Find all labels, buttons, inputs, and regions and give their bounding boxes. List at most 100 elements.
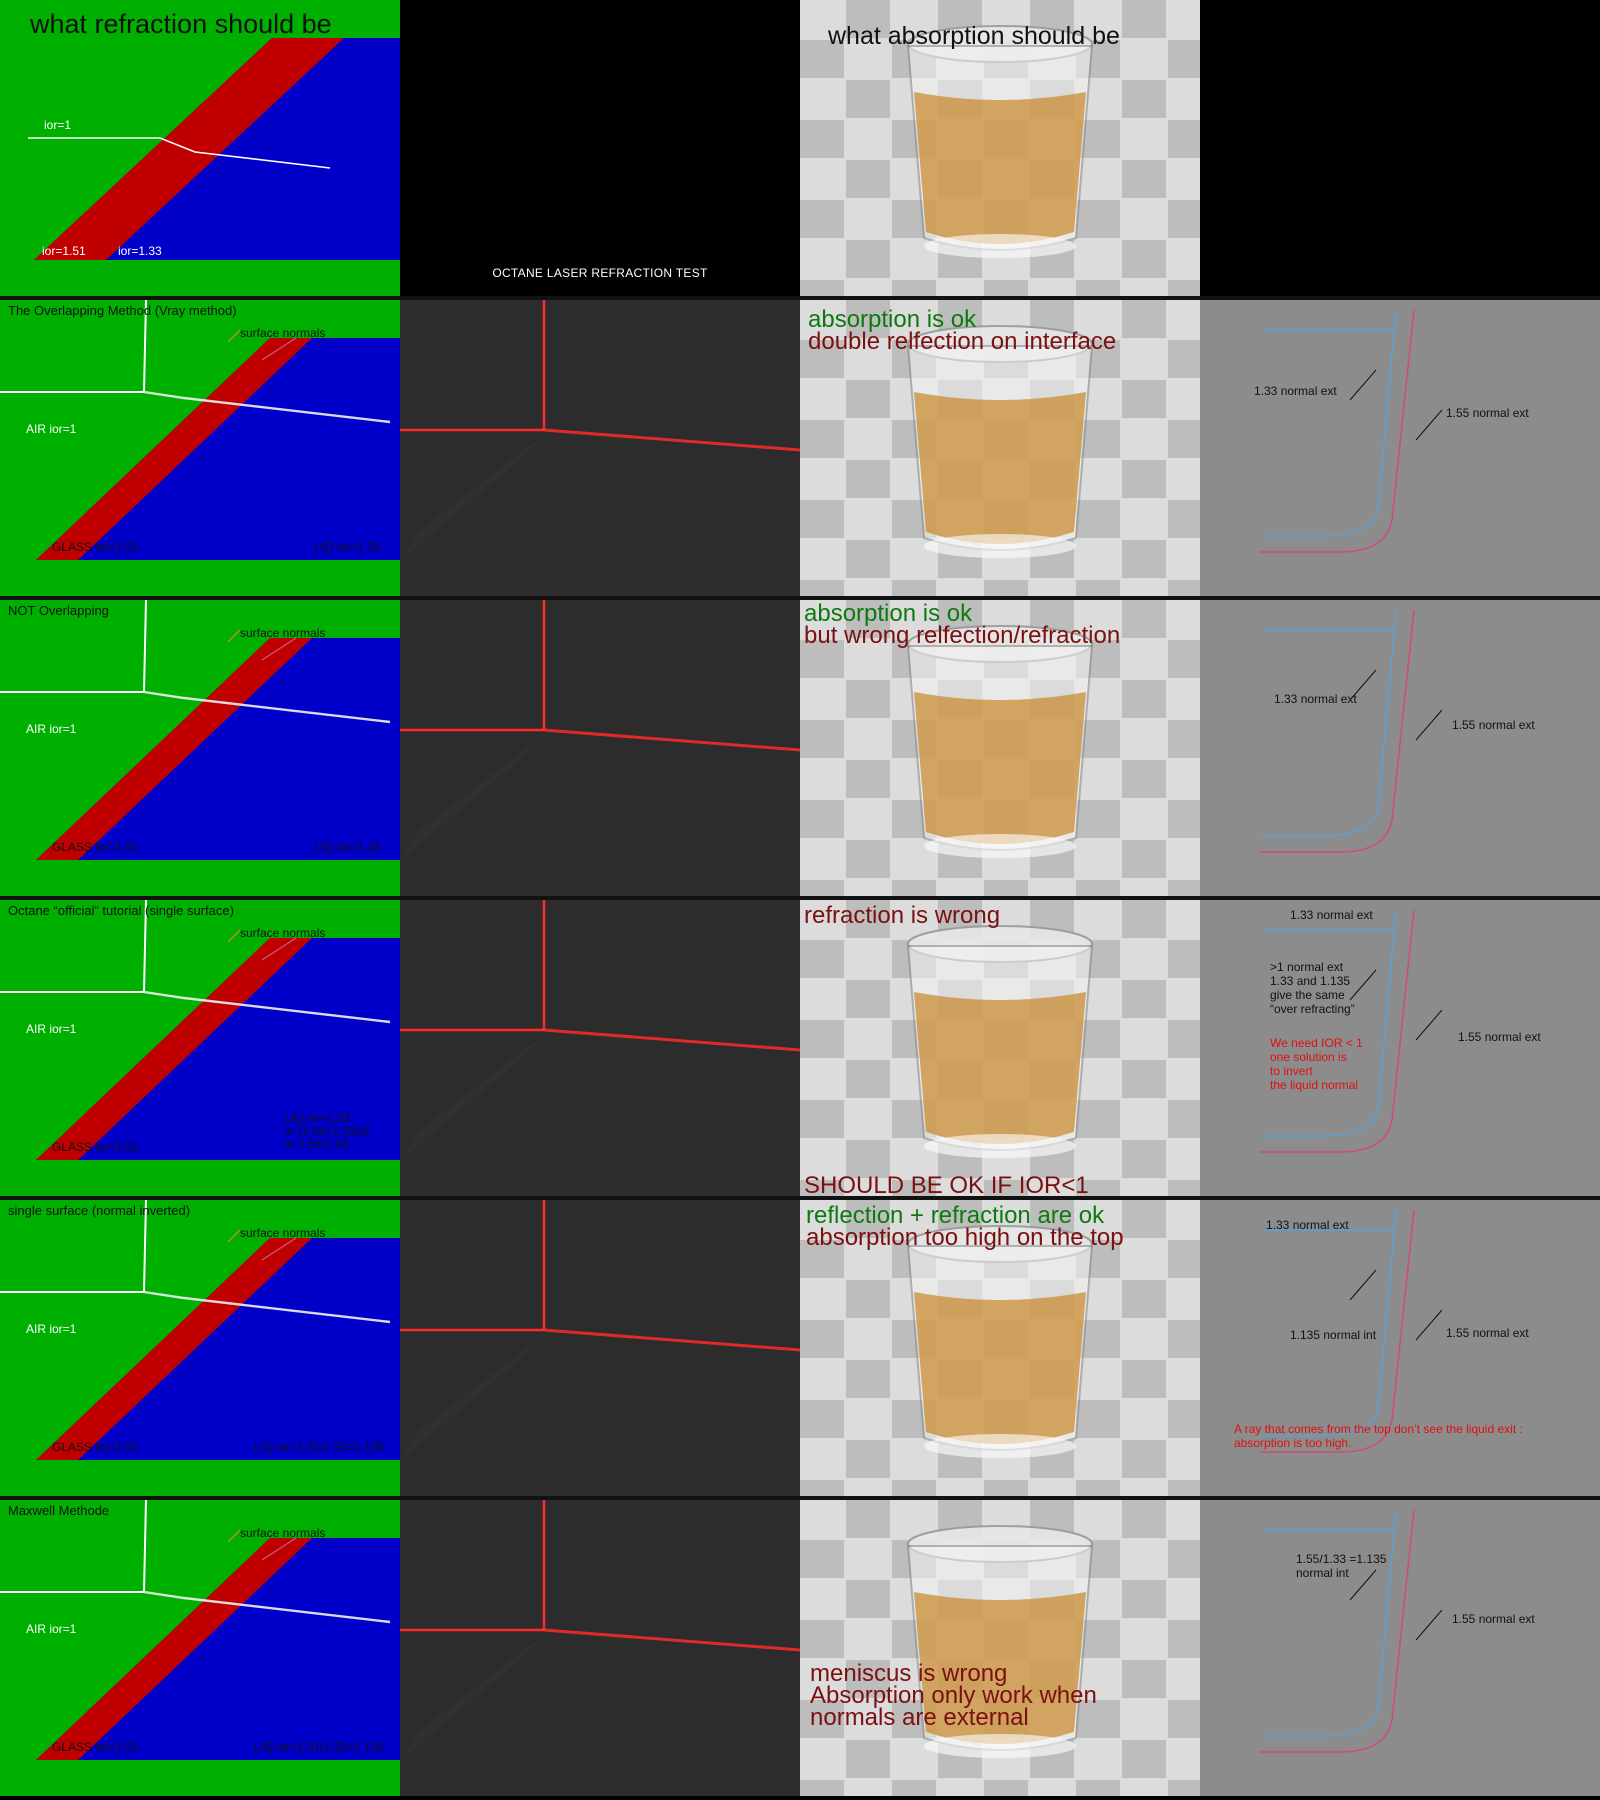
normal-arrow [261,337,297,361]
render-bad-text: double relfection on interface [808,328,1117,355]
row-normal-inverted: single surface (normal inverted) surface… [0,1200,1600,1496]
leader-line [1415,409,1443,441]
checker-tile [1168,1400,1200,1438]
leader-line [1349,969,1377,1001]
glass-label: GLASS ior=1.51 [52,540,140,554]
surface-normals-label: surface normals [240,1526,326,1540]
slab-shadow [400,430,550,560]
air-label: AIR ior=1 [26,1022,77,1036]
glass-base [924,1734,1076,1758]
checker-tile [846,1140,890,1178]
glass-profile [1260,309,1415,553]
glass-base [924,234,1076,258]
checker-tile [846,1200,890,1238]
checker-tile [1168,1240,1200,1278]
liquid-body [914,992,1086,1144]
normal-arrow [261,937,297,961]
annotation: 1.55 normal ext [1452,1612,1535,1626]
render-ok-text: reflection + refraction are ok [806,1202,1105,1229]
checker-tile [800,1400,844,1438]
glass-base [924,1134,1076,1158]
panel-graphic [1260,609,1443,853]
checker-tile [1122,300,1166,338]
laser-caption: OCTANE LASER REFRACTION TEST [492,266,708,280]
red-note: A ray that comes from the top don’t see … [1234,1422,1523,1436]
checker-tile [800,500,844,538]
leader-line [1349,1569,1377,1601]
refracted-ray [143,390,391,424]
checker-tile [1168,340,1200,378]
annotation: 1.55 normal ext [1446,1326,1529,1340]
checker-tile [1122,1660,1166,1698]
liquid-label-1: LIQ ior=1.33 [284,1111,351,1125]
checker-tile [800,1480,844,1496]
row-divider [0,1196,1600,1200]
panel-graphic [0,1200,400,1460]
checker-tile [984,1780,1028,1796]
liquid-body [914,392,1086,544]
row-divider [0,296,1600,300]
heading: what refraction should be [30,9,332,39]
diagram-ideal-refraction: what refraction should be ior=1 ior=1.51… [0,0,400,296]
checker-tile [1122,600,1166,638]
leader-line [1415,1009,1443,1041]
panel-graphic [1260,1209,1443,1453]
checker-tile [1076,280,1120,296]
row-official-tutorial: Octane “official” tutorial (single surfa… [0,900,1600,1196]
checker-tile [1168,1020,1200,1058]
checker-tile [1168,500,1200,538]
panel-graphic [800,600,1200,896]
render-bad-text: but wrong relfection/refraction [804,622,1121,649]
profile-official-tutorial: 1.33 normal ext >1 normal ext 1.33 and 1… [1200,900,1600,1196]
checker-tile [846,380,890,418]
slab-shadow [400,1630,550,1760]
render-normal-inverted: reflection + refraction are ok absorptio… [800,1200,1200,1496]
checker-tile [984,280,1028,296]
checker-tile [1076,1700,1120,1738]
normal-arrow [261,637,297,661]
liquid-profile [1260,1209,1397,1437]
slab-shadow [400,730,550,860]
leader-line [1415,1309,1443,1341]
surface-normals-label: surface normals [240,326,326,340]
checker-tile [846,1740,890,1778]
checker-tile [1076,1180,1120,1196]
glass-label: GLASS ior=1.51 [52,840,140,854]
checker-tile [1076,800,1120,838]
checker-tile [800,120,844,158]
checker-tile [846,1580,890,1618]
checker-tile [1168,120,1200,158]
surface-normals-label: surface normals [240,1226,326,1240]
checker-tile [1122,460,1166,498]
render-bottom-text: SHOULD BE OK IF IOR<1 [804,1172,1089,1197]
normal-arrow [227,1529,241,1543]
diagram-normal-inverted: single surface (normal inverted) surface… [0,1200,400,1496]
checker-tile [800,1620,844,1658]
laser-beam [543,728,800,752]
panel-graphic [1260,1509,1443,1753]
annotation: give the same [1270,988,1345,1002]
checker-tile [1076,580,1120,596]
checker-tile [984,880,1028,896]
leader-line [1349,669,1377,701]
checker-tile [846,600,890,638]
red-note: the liquid normal [1270,1078,1359,1092]
laser-beam [543,1328,800,1352]
annotation: 1.33 normal ext [1266,1218,1349,1232]
row-maxwell-methode: Maxwell Methode surface normals AIR ior=… [0,1500,1600,1796]
render-reference: what absorption should be [800,0,1200,296]
checker-tile [1168,1620,1200,1658]
refracted-ray [143,1590,391,1624]
red-note: one solution is [1270,1050,1347,1064]
glass-profile [1260,909,1415,1153]
leader-line [1415,709,1443,741]
normal-arrow [261,1537,297,1561]
annotation: 1.55 normal ext [1452,718,1535,732]
reflected-ray [143,900,147,993]
checker-tile [892,1780,936,1796]
checker-tile [1076,500,1120,538]
checker-tile [800,1700,844,1738]
red-note: We need IOR < 1 [1270,1036,1363,1050]
checker-tile [1168,420,1200,458]
